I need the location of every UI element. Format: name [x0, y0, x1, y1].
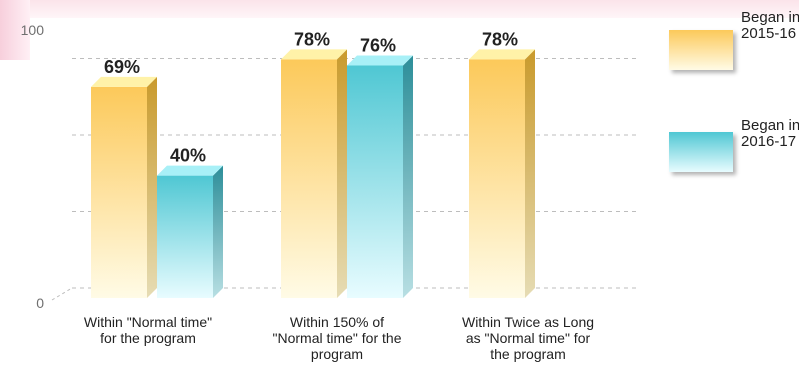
bar: [281, 49, 347, 298]
gridline-floor: [51, 287, 73, 301]
y-tick-label: 0: [36, 295, 44, 311]
legend-item-2015-16: Began in 2015-16: [665, 10, 799, 118]
bar-top: [281, 49, 347, 60]
bar-front: [281, 59, 337, 298]
bar: [469, 49, 535, 298]
category-labels: Within "Normal time" for the program Withi…: [84, 314, 594, 362]
bar-side: [213, 165, 223, 298]
data-label: 69%: [104, 57, 140, 77]
y-tick-label: 100: [21, 22, 45, 38]
legend-label: Began in 2015-16: [741, 9, 799, 42]
category-label: Within 150% of "Normal time" for the progr…: [273, 314, 402, 362]
decorative-corner: [0, 0, 30, 60]
data-label: 40%: [170, 146, 206, 166]
bar-top: [91, 76, 157, 87]
legend-label: Began in 2016-17: [741, 117, 799, 150]
bar-side: [525, 49, 535, 298]
bar-front: [469, 59, 525, 298]
bar-front: [347, 65, 403, 298]
data-label: 76%: [360, 35, 396, 55]
data-label: 78%: [482, 29, 518, 49]
data-label: 78%: [294, 29, 330, 49]
bar-side: [147, 76, 157, 298]
bar-front: [157, 175, 213, 298]
decorative-top-band: [0, 0, 799, 18]
bar: [347, 55, 413, 298]
legend-swatch-2015-16: [669, 30, 733, 70]
category-label: Within "Normal time" for the program: [84, 314, 212, 346]
bar: [91, 76, 157, 298]
bar-top: [347, 55, 413, 66]
legend: Began in 2015-16 Began in 2016-17: [665, 10, 799, 226]
legend-item-2016-17: Began in 2016-17: [665, 118, 799, 226]
bar: [157, 165, 223, 298]
category-label: Within Twice as Long as "Normal time" for…: [462, 314, 594, 362]
bars: [91, 49, 535, 298]
bar-side: [337, 49, 347, 298]
bar-front: [91, 86, 147, 298]
bar-top: [157, 165, 223, 176]
bar-top: [469, 49, 535, 60]
y-axis: 0 100: [21, 22, 45, 311]
legend-swatch-2016-17: [669, 132, 733, 172]
bar-side: [403, 55, 413, 298]
data-labels: 69% 78% 78% 40% 76%: [104, 29, 518, 165]
